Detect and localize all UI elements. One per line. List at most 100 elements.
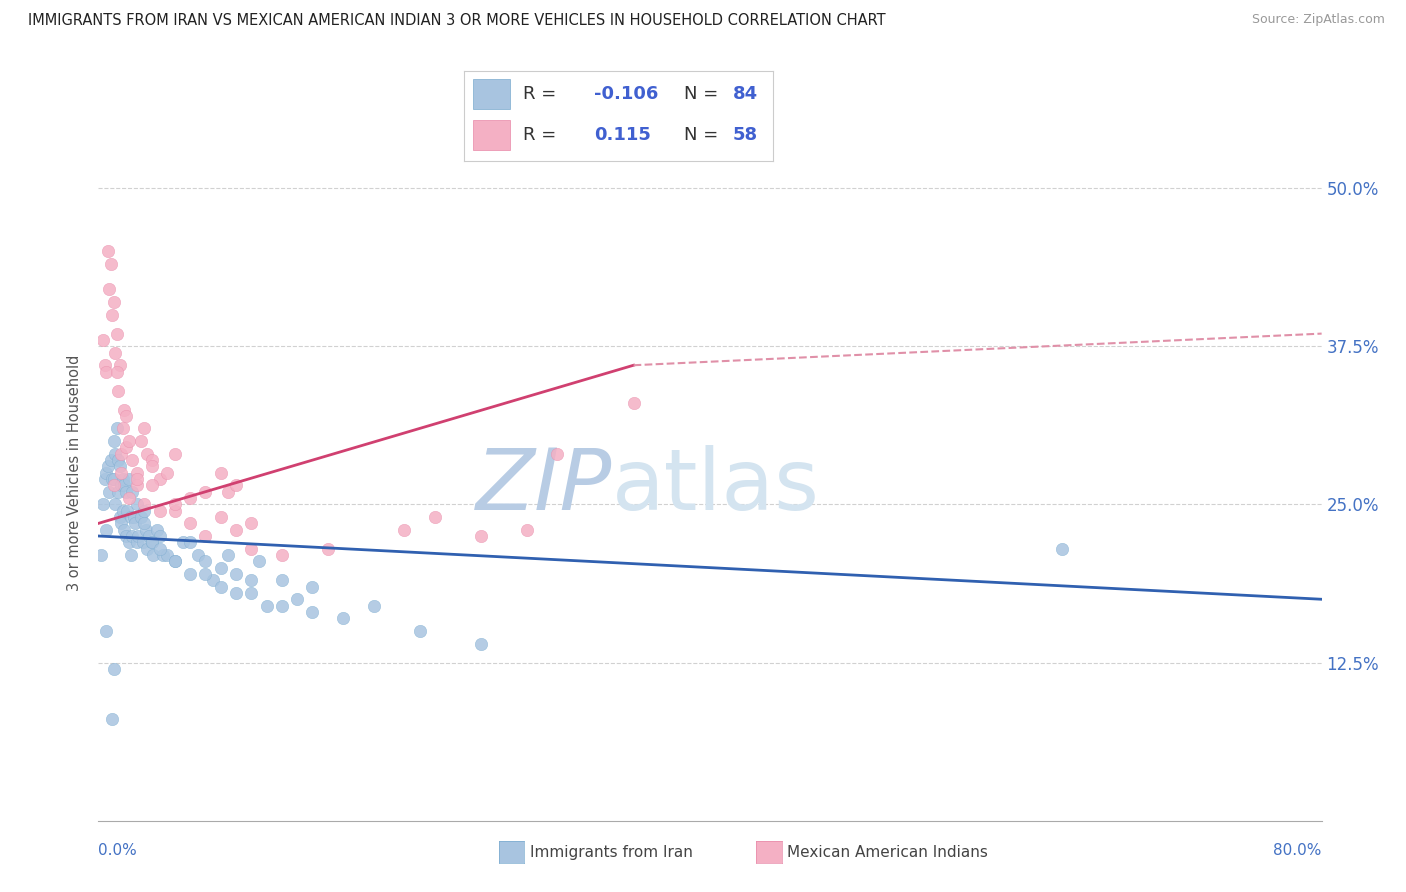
Point [179, 491, 201, 505]
Bar [474, 120, 510, 150]
Point [104, 447, 127, 461]
Text: 84: 84 [733, 85, 758, 103]
Point [115, 441, 138, 455]
Point [240, 541, 263, 556]
Point [134, 516, 156, 531]
Point [122, 510, 145, 524]
Point [138, 529, 160, 543]
Point [115, 409, 138, 423]
Text: ZIP: ZIP [475, 445, 612, 528]
Point [121, 484, 143, 499]
Point [108, 358, 131, 372]
Bar [474, 79, 510, 109]
Point [93, 358, 115, 372]
Point [91, 333, 114, 347]
Point [132, 535, 155, 549]
Point [101, 308, 124, 322]
Point [301, 605, 323, 619]
Point [94, 523, 117, 537]
Point [516, 523, 538, 537]
Point [332, 611, 354, 625]
Point [111, 504, 134, 518]
Point [94, 466, 117, 480]
Point [546, 447, 568, 461]
Point [163, 554, 186, 568]
Point [107, 484, 129, 499]
Point [105, 421, 128, 435]
Point [135, 523, 157, 537]
Point [247, 554, 270, 568]
Point [100, 453, 122, 467]
Text: 58: 58 [733, 126, 758, 144]
Point [225, 566, 247, 581]
Point [270, 548, 294, 562]
Point [134, 497, 156, 511]
Point [103, 472, 125, 486]
Point [225, 478, 247, 492]
Point [187, 548, 209, 562]
Point [107, 384, 129, 398]
Point [149, 529, 172, 543]
Point [129, 434, 152, 449]
Text: 0.115: 0.115 [593, 126, 651, 144]
Point [163, 447, 186, 461]
Point [115, 484, 138, 499]
Point [118, 472, 141, 486]
Point [105, 326, 128, 341]
Text: Source: ZipAtlas.com: Source: ZipAtlas.com [1251, 13, 1385, 27]
Point [363, 599, 385, 613]
Point [217, 548, 239, 562]
Point [124, 516, 146, 531]
Point [129, 510, 152, 524]
Point [179, 566, 201, 581]
Point [149, 472, 172, 486]
Point [156, 548, 179, 562]
Point [125, 497, 148, 511]
Point [90, 548, 112, 562]
Point [209, 580, 232, 594]
Point [209, 560, 232, 574]
Point [423, 510, 446, 524]
Point [94, 365, 117, 379]
Point [112, 523, 135, 537]
Text: Immigrants from Iran: Immigrants from Iran [530, 846, 693, 860]
Point [145, 523, 167, 537]
Point [115, 529, 138, 543]
Point [107, 453, 129, 467]
Point [97, 244, 120, 259]
Point [104, 497, 127, 511]
Point [194, 566, 217, 581]
Point [270, 574, 294, 588]
Point [470, 636, 492, 650]
Point [91, 497, 114, 511]
Point [111, 421, 134, 435]
Point [108, 510, 131, 524]
Point [392, 523, 416, 537]
Point [110, 466, 132, 480]
Point [110, 478, 132, 492]
Text: -0.106: -0.106 [593, 85, 658, 103]
Text: IMMIGRANTS FROM IRAN VS MEXICAN AMERICAN INDIAN 3 OR MORE VEHICLES IN HOUSEHOLD : IMMIGRANTS FROM IRAN VS MEXICAN AMERICAN… [28, 13, 886, 29]
Point [209, 510, 232, 524]
Point [125, 535, 148, 549]
Point [225, 523, 247, 537]
Point [121, 453, 143, 467]
Point [141, 535, 163, 549]
Point [120, 548, 142, 562]
Point [125, 466, 148, 480]
Point [141, 453, 163, 467]
Point [136, 447, 159, 461]
Point [156, 466, 179, 480]
Point [225, 586, 247, 600]
Point [149, 541, 172, 556]
Point [179, 516, 201, 531]
Text: R =: R = [523, 85, 562, 103]
Text: N =: N = [683, 85, 724, 103]
Point [100, 257, 122, 271]
Point [163, 497, 186, 511]
Point [93, 472, 115, 486]
Point [111, 472, 134, 486]
Point [152, 548, 174, 562]
Point [112, 402, 135, 417]
Text: 0.0%: 0.0% [98, 843, 138, 858]
